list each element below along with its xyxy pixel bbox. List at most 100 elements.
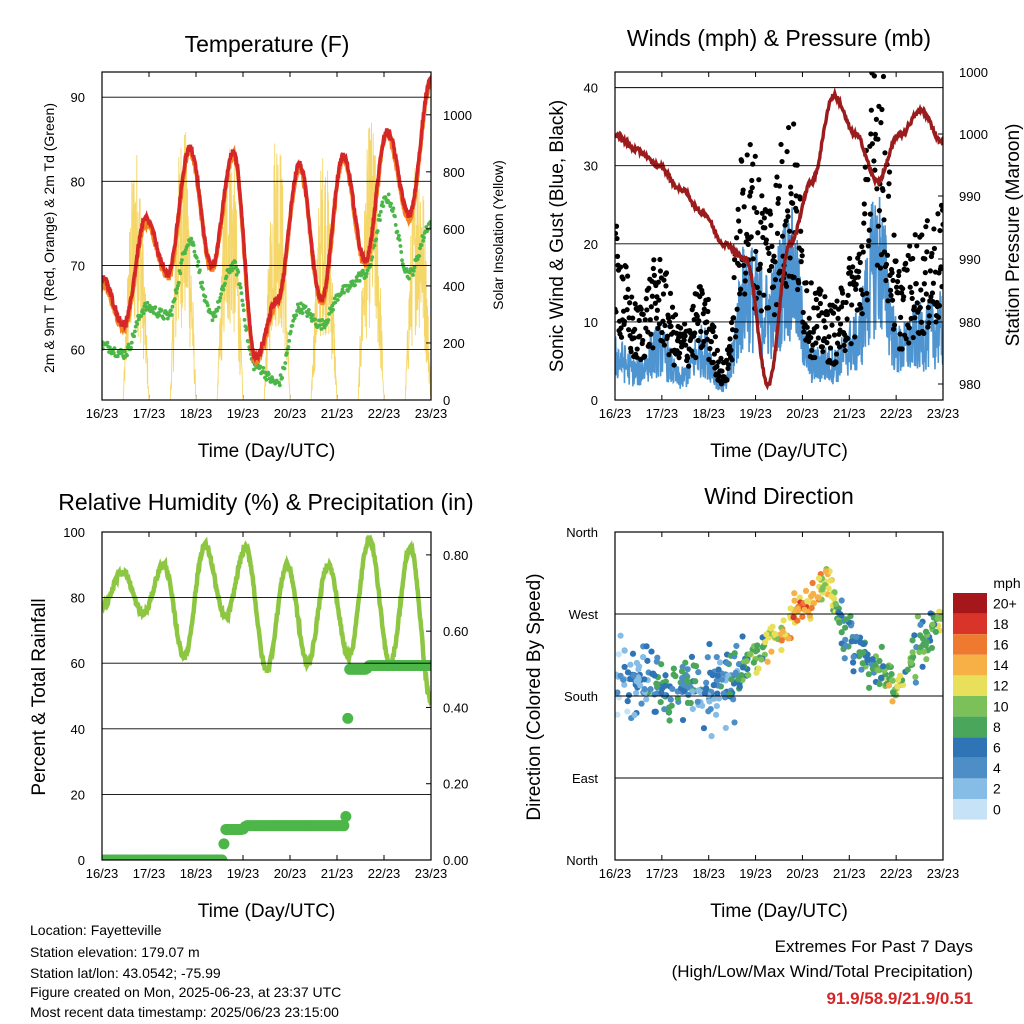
- direction-ytick-label: North: [566, 525, 598, 540]
- gust-point: [657, 256, 663, 263]
- direction-point: [808, 593, 815, 600]
- gust-point: [913, 281, 919, 287]
- direction-point: [715, 666, 722, 673]
- dewpoint-point: [240, 298, 245, 303]
- gust-point: [753, 248, 759, 255]
- dewpoint-point: [397, 237, 402, 242]
- dewpoint-point: [422, 235, 426, 240]
- gust-point: [734, 306, 740, 312]
- gust-point: [815, 335, 821, 341]
- gust-point: [834, 298, 840, 304]
- gust-point: [923, 291, 929, 297]
- direction-point: [780, 617, 787, 624]
- direction-point: [629, 650, 637, 657]
- gust-point: [924, 218, 930, 224]
- direction-colorbar: mph 20+ 18 16 14 12 10 8 6 4 2 0: [953, 575, 1021, 820]
- gust-point: [855, 274, 861, 280]
- gust-point: [615, 235, 620, 242]
- gust-point: [686, 363, 692, 369]
- direction-point: [850, 659, 857, 666]
- gust-point: [708, 339, 714, 345]
- direction-point: [716, 659, 724, 666]
- precipitation-point: [338, 820, 350, 832]
- temperature-y2tick-label: 800: [443, 165, 465, 180]
- direction-point: [700, 725, 708, 732]
- dewpoint-point: [234, 265, 238, 269]
- gust-point: [883, 261, 890, 268]
- gust-point: [894, 278, 901, 285]
- extremes-subtitle: (High/Low/Max Wind/Total Precipitation): [671, 962, 973, 981]
- gust-point: [794, 208, 800, 214]
- gust-point: [882, 150, 888, 156]
- dewpoint-point: [283, 361, 288, 365]
- gust-point: [921, 281, 927, 287]
- direction-point: [735, 676, 742, 683]
- gust-point: [929, 290, 936, 296]
- direction-point: [878, 674, 885, 681]
- temperature-ytick-label: 90: [71, 90, 85, 105]
- gust-point: [754, 209, 760, 216]
- colorbar-label: 16: [993, 637, 1009, 653]
- gust-point: [733, 327, 739, 334]
- gust-point: [676, 355, 682, 361]
- direction-point: [674, 695, 681, 702]
- dewpoint-point: [326, 318, 331, 322]
- dewpoint-point: [215, 308, 220, 313]
- direction-point: [866, 684, 873, 691]
- gust-point: [657, 268, 664, 274]
- gust-point: [897, 331, 903, 337]
- dewpoint-point: [203, 294, 208, 299]
- direction-point: [617, 632, 624, 639]
- dewpoint-point: [375, 229, 380, 233]
- gust-point: [735, 206, 741, 212]
- gust-point: [818, 288, 824, 294]
- direction-point: [802, 587, 810, 594]
- gust-point: [644, 307, 650, 313]
- dewpoint-point: [201, 287, 205, 291]
- direction-point: [768, 648, 775, 655]
- gust-point: [772, 259, 778, 265]
- dewpoint-point: [261, 365, 266, 370]
- gust-point: [653, 315, 659, 321]
- gust-point: [891, 232, 897, 238]
- gust-point: [918, 287, 924, 293]
- gust-point: [782, 222, 788, 228]
- dewpoint-point: [342, 290, 346, 295]
- winds-y2tick-label: 1000: [959, 65, 988, 80]
- gust-point: [714, 347, 721, 353]
- gust-point: [660, 291, 667, 297]
- humidity-title: Relative Humidity (%) & Precipitation (i…: [58, 489, 473, 515]
- gust-point: [901, 294, 907, 300]
- gust-point: [651, 272, 657, 278]
- gust-point: [710, 328, 716, 335]
- gust-point: [648, 304, 654, 310]
- direction-point: [668, 702, 675, 709]
- gust-point: [748, 234, 754, 240]
- gust-point: [847, 255, 853, 262]
- gust-point: [725, 362, 732, 368]
- direction-point: [864, 656, 871, 664]
- gust-point: [743, 270, 749, 276]
- gust-point: [774, 230, 781, 236]
- gust-point: [771, 312, 778, 318]
- temperature-ytick-label: 80: [71, 174, 85, 189]
- gust-point: [766, 250, 772, 256]
- gust-point: [924, 249, 930, 255]
- gust-point: [843, 299, 849, 306]
- dewpoint-point: [238, 285, 243, 290]
- humidity-xtick-label: 23/23: [415, 866, 448, 881]
- winds-plot-area: [615, 72, 943, 393]
- gust-point: [799, 253, 805, 259]
- gust-point: [824, 340, 830, 346]
- gust-point: [788, 191, 794, 197]
- dewpoint-point: [378, 218, 382, 223]
- direction-point: [876, 680, 883, 688]
- direction-point: [644, 657, 651, 664]
- dewpoint-point: [282, 366, 287, 371]
- direction-point: [912, 679, 919, 686]
- direction-point: [842, 624, 849, 631]
- gust-point: [737, 228, 743, 234]
- gust-point: [900, 286, 906, 292]
- direction-point: [708, 733, 715, 740]
- temperature-ytick-label: 70: [71, 258, 85, 273]
